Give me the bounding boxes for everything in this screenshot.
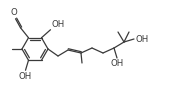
Text: OH: OH (51, 20, 65, 29)
Text: O: O (11, 8, 17, 17)
Text: OH: OH (110, 59, 124, 68)
Text: OH: OH (135, 35, 148, 44)
Text: OH: OH (19, 72, 32, 81)
